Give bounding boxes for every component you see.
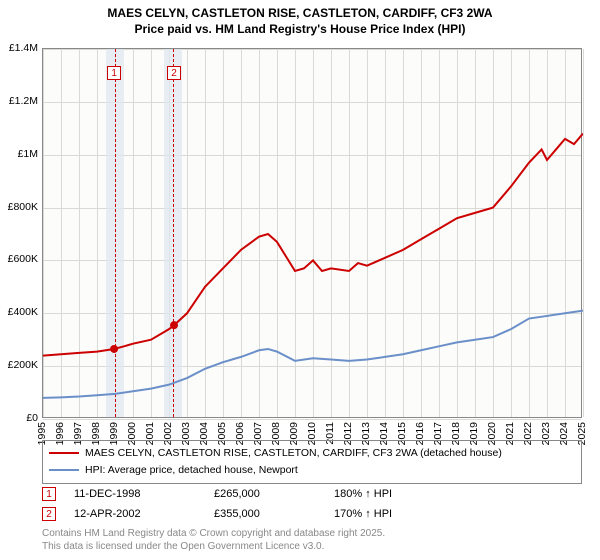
sale-row-pct: 170% ↑ HPI [334,508,454,520]
gridline-v [583,49,584,417]
attribution: Contains HM Land Registry data © Crown c… [42,528,582,553]
sale-row-marker: 2 [42,507,56,521]
legend: MAES CELYN, CASTLETON RISE, CASTLETON, C… [42,440,582,484]
legend-label: MAES CELYN, CASTLETON RISE, CASTLETON, C… [85,445,502,462]
plot-area: 12 [42,48,582,418]
legend-swatch [49,452,79,454]
y-tick-label: £600K [2,253,38,265]
sale-row-date: 11-DEC-1998 [74,488,214,500]
series-svg [43,49,583,419]
y-tick-label: £400K [2,306,38,318]
y-tick-label: £1.4M [2,42,38,54]
sale-marker-box: 1 [107,66,121,80]
legend-item: MAES CELYN, CASTLETON RISE, CASTLETON, C… [49,445,575,462]
sale-row-price: £265,000 [214,488,334,500]
y-tick-label: £200K [2,359,38,371]
attribution-line-2: This data is licensed under the Open Gov… [42,541,582,554]
series-line [43,134,583,356]
sale-row-date: 12-APR-2002 [74,508,214,520]
y-tick-label: £0 [2,412,38,424]
sale-row-price: £355,000 [214,508,334,520]
series-line [43,311,583,398]
sale-marker-box: 2 [167,66,181,80]
sale-row: 1 11-DEC-1998£265,000180% ↑ HPI [42,484,582,504]
title-line-1: MAES CELYN, CASTLETON RISE, CASTLETON, C… [0,6,600,22]
sale-row: 2 12-APR-2002£355,000170% ↑ HPI [42,504,582,524]
sale-row-marker: 1 [42,487,56,501]
sale-row-pct: 180% ↑ HPI [334,488,454,500]
y-tick-label: £1.2M [2,95,38,107]
sale-point [110,345,118,353]
legend-label: HPI: Average price, detached house, Newp… [85,462,298,479]
legend-item: HPI: Average price, detached house, Newp… [49,462,575,479]
sale-point [170,321,178,329]
chart-container: MAES CELYN, CASTLETON RISE, CASTLETON, C… [0,0,600,560]
y-tick-label: £1M [2,148,38,160]
sales-table: 1 11-DEC-1998£265,000180% ↑ HPI 2 12-APR-20… [42,484,582,524]
gridline-h [43,419,581,420]
y-tick-label: £800K [2,201,38,213]
title-line-2: Price paid vs. HM Land Registry's House … [0,22,600,38]
chart-title: MAES CELYN, CASTLETON RISE, CASTLETON, C… [0,0,600,37]
attribution-line-1: Contains HM Land Registry data © Crown c… [42,528,582,541]
legend-swatch [49,469,79,471]
